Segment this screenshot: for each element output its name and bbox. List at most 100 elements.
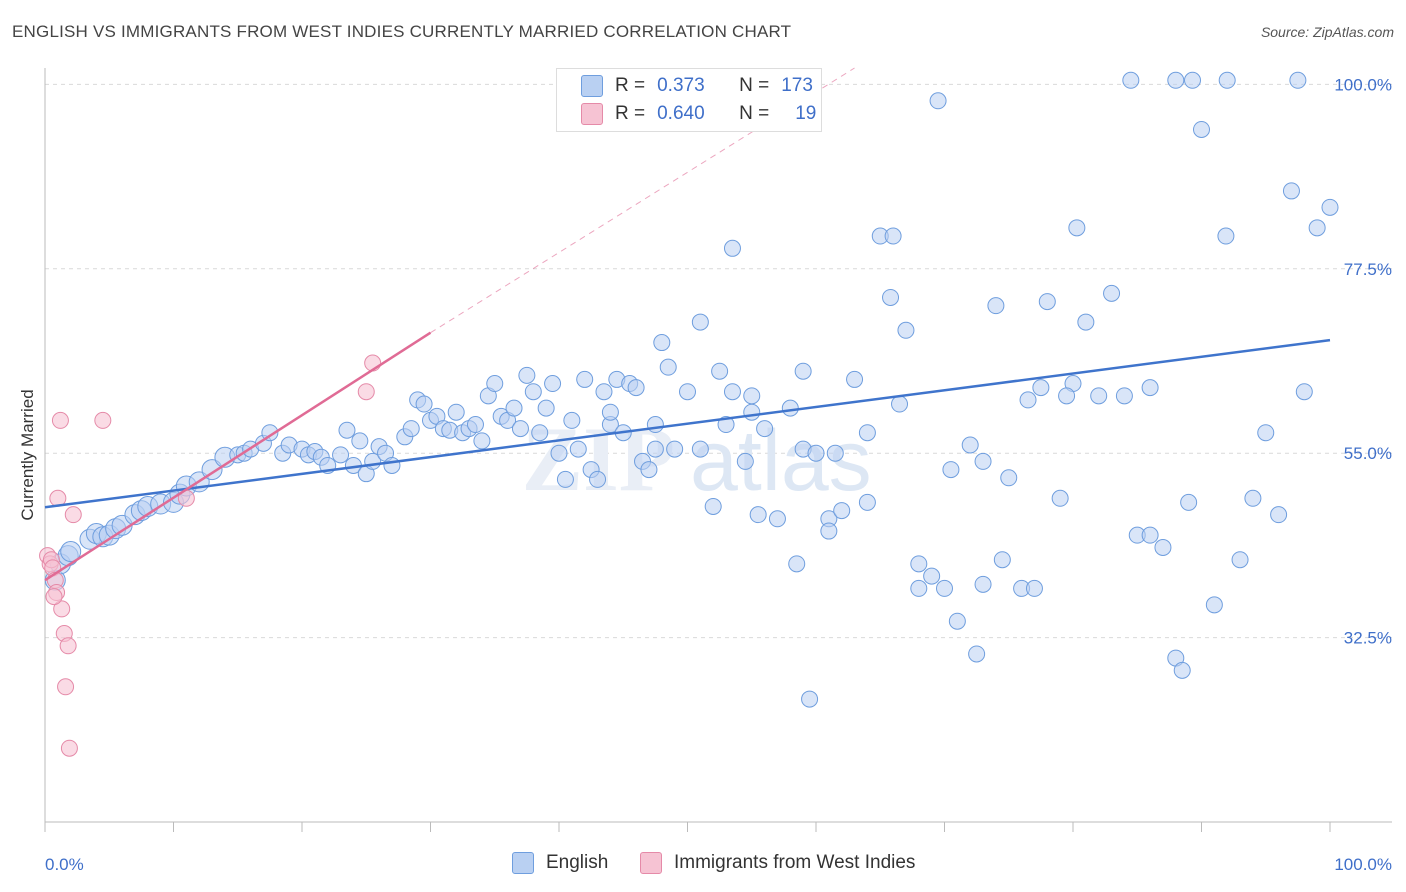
english-point xyxy=(524,383,542,401)
english-point xyxy=(1090,387,1108,405)
english-point xyxy=(820,522,838,540)
english-point xyxy=(1217,227,1235,245)
english-point xyxy=(518,366,536,384)
english-point xyxy=(704,497,722,515)
english-point xyxy=(948,612,966,630)
english-point xyxy=(936,579,953,597)
y-tick-label: 55.0% xyxy=(1344,444,1392,463)
english-point xyxy=(794,362,812,380)
english-point xyxy=(942,461,960,479)
english-point xyxy=(447,403,465,421)
english-point xyxy=(556,470,574,488)
chart-title: ENGLISH VS IMMIGRANTS FROM WEST INDIES C… xyxy=(12,22,792,41)
english-point xyxy=(1122,71,1140,89)
english-point xyxy=(466,416,484,434)
english-point xyxy=(1173,661,1191,679)
english-point xyxy=(974,452,992,470)
english-point xyxy=(826,444,844,462)
english-point xyxy=(1270,506,1288,524)
english-point xyxy=(910,579,928,597)
english-point xyxy=(537,399,555,417)
tick-labels: 32.5% 55.0% 77.5% 100.0% 0.0% 100.0% xyxy=(45,75,1392,874)
english-point xyxy=(1103,284,1121,302)
english-point xyxy=(891,395,909,413)
english-point xyxy=(1068,219,1086,237)
r-label: R = xyxy=(615,75,646,96)
english-point xyxy=(550,444,568,462)
legend: R = 0.373 N = 173 R = 0.640 N = 19 xyxy=(556,68,822,132)
y-tick-label: 77.5% xyxy=(1344,260,1392,279)
legend-row-westindies: R = 0.640 N = 19 xyxy=(581,103,816,125)
english-r-value: 0.373 xyxy=(657,75,705,96)
english-trend-line xyxy=(44,338,1331,509)
english-point xyxy=(756,420,774,438)
english-point xyxy=(1257,424,1275,442)
y-tick-label: 100.0% xyxy=(1334,75,1392,94)
english-point xyxy=(1231,551,1249,569)
english-point xyxy=(415,395,433,413)
english-point xyxy=(531,424,549,442)
english-point xyxy=(858,424,876,442)
english-point xyxy=(884,227,902,245)
english-point xyxy=(691,440,709,458)
english-point xyxy=(627,379,645,397)
westindies-point xyxy=(53,600,71,618)
english-point xyxy=(801,690,819,708)
english-point xyxy=(768,510,786,528)
svg-text:atlas: atlas xyxy=(690,413,872,509)
english-point xyxy=(659,358,677,376)
english-point xyxy=(332,446,350,464)
english-point xyxy=(858,493,876,511)
english-point xyxy=(1218,71,1236,89)
legend-row-english: R = 0.373 N = 173 xyxy=(581,75,813,97)
english-point xyxy=(201,459,223,481)
english-point xyxy=(1154,538,1172,556)
english-point xyxy=(486,375,504,393)
english-point xyxy=(569,440,587,458)
westindies-trend-line xyxy=(44,331,432,582)
english-point xyxy=(679,383,696,401)
english-point xyxy=(717,416,735,434)
westindies-r-value: 0.640 xyxy=(657,103,705,124)
y-tick-label: 32.5% xyxy=(1344,629,1392,648)
westindies-point xyxy=(357,383,375,401)
english-point xyxy=(1167,71,1185,89)
trend-lines xyxy=(44,67,1331,582)
english-point xyxy=(261,424,279,442)
english-point xyxy=(1141,379,1159,397)
n-label: N = xyxy=(739,103,770,124)
english-point xyxy=(601,403,619,421)
english-point xyxy=(1180,493,1198,511)
english-point xyxy=(383,456,401,474)
english-point xyxy=(807,444,825,462)
english-point xyxy=(910,555,928,573)
source-label: Source: ZipAtlas.com xyxy=(1260,24,1394,40)
english-point xyxy=(402,420,420,438)
english-point xyxy=(1282,182,1300,200)
english-point xyxy=(640,461,658,479)
westindies-point xyxy=(60,739,78,757)
english-point xyxy=(60,541,82,563)
english-point xyxy=(961,436,979,454)
westindies-swatch xyxy=(581,103,603,125)
english-point xyxy=(781,399,799,417)
english-point xyxy=(351,432,369,450)
english-point xyxy=(846,370,864,388)
english-point xyxy=(929,92,947,110)
x-tick-label: 100.0% xyxy=(1334,855,1392,874)
english-point xyxy=(1025,579,1043,597)
english-point xyxy=(711,362,729,380)
english-point xyxy=(576,370,594,388)
english-point xyxy=(646,416,664,434)
english-point xyxy=(1295,383,1313,401)
english-point xyxy=(723,239,741,257)
english-point xyxy=(1184,71,1202,89)
westindies-swatch xyxy=(640,852,662,874)
english-point xyxy=(897,321,915,339)
bottom-legend-westindies: Immigrants from West Indies xyxy=(640,852,915,874)
english-point xyxy=(833,502,851,520)
english-swatch xyxy=(581,75,603,97)
english-point xyxy=(1077,313,1095,331)
english-point xyxy=(338,421,356,439)
